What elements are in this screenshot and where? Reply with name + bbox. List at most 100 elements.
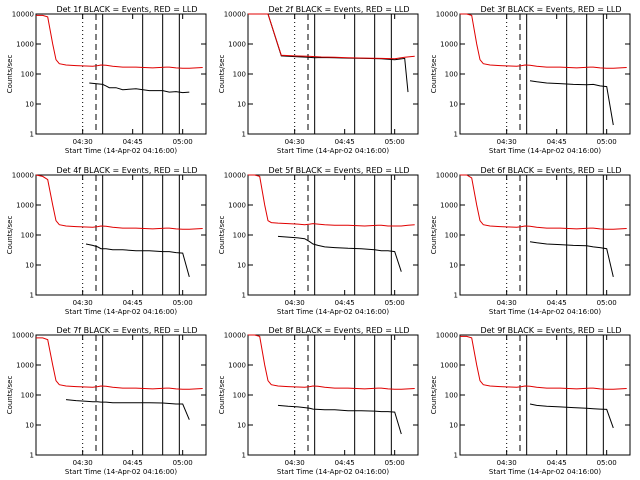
y-tick-label: 1	[30, 292, 34, 300]
series-events-line	[89, 82, 190, 94]
series-events-line	[65, 399, 190, 420]
panel-4: 1 10 100 1000 10000 04:30 04:45 05:00 Det 4f BLA…	[6, 166, 207, 316]
x-tick-label: 05:00	[597, 459, 617, 467]
y-tick-label: 1	[30, 131, 34, 139]
panel-5: 1 10 100 1000 10000 04:30 04:45 05:00 Det 5f BLA…	[218, 166, 419, 316]
panel-title: Det 6f BLACK = Events, RED = LLD	[480, 166, 621, 175]
series-events-line	[85, 243, 190, 278]
plot-frame	[35, 174, 207, 296]
y-tick-label: 1	[454, 292, 458, 300]
x-axis-title: Start Time (14-Apr-02 04:16:00)	[489, 308, 601, 316]
y-axis-title: Counts/sec	[6, 55, 14, 94]
y-tick-label: 100	[445, 392, 458, 400]
y-tick-label: 10	[449, 101, 458, 109]
y-axis-title: Counts/sec	[218, 376, 226, 415]
y-tick-label: 10	[25, 101, 34, 109]
panel-title: Det 4f BLACK = Events, RED = LLD	[56, 166, 197, 175]
panel-1: 1 10 100 1000 10000 04:30 04:45 05:00 Det 1f BLA…	[6, 5, 207, 155]
y-axis-title: Counts/sec	[218, 216, 226, 255]
series-lld-line	[36, 14, 203, 69]
y-axis-title: Counts/sec	[218, 55, 226, 94]
y-tick-label: 1	[454, 452, 458, 460]
plot-frame	[247, 334, 419, 456]
y-tick-label: 10	[237, 422, 246, 430]
series-events-line	[277, 235, 402, 272]
x-tick-label: 04:30	[497, 138, 517, 146]
x-tick-label: 05:00	[173, 299, 193, 307]
panel-title: Det 3f BLACK = Events, RED = LLD	[480, 5, 621, 14]
plot-frame	[459, 13, 631, 135]
series-lld-line	[248, 13, 415, 60]
y-tick-label: 1000	[228, 362, 246, 370]
panel-6: 1 10 100 1000 10000 04:30 04:45 05:00 Det 6f BLA…	[430, 166, 631, 316]
y-tick-label: 10000	[12, 332, 34, 340]
y-tick-label: 100	[445, 71, 458, 79]
x-tick-label: 04:45	[547, 299, 567, 307]
series-events-line	[529, 241, 614, 278]
y-tick-label: 1000	[440, 41, 458, 49]
y-tick-label: 1000	[228, 41, 246, 49]
x-tick-label: 04:45	[547, 138, 567, 146]
x-tick-label: 05:00	[597, 299, 617, 307]
panel-title: Det 2f BLACK = Events, RED = LLD	[268, 5, 409, 14]
x-tick-label: 04:30	[285, 299, 305, 307]
y-tick-label: 10000	[224, 172, 246, 180]
y-tick-label: 1000	[16, 362, 34, 370]
x-tick-label: 05:00	[173, 138, 193, 146]
series-events-line	[529, 80, 614, 126]
y-tick-label: 1000	[16, 202, 34, 210]
x-axis-title: Start Time (14-Apr-02 04:16:00)	[489, 468, 601, 476]
panel-2: 1 10 100 1000 10000 04:30 04:45 05:00 Det 2f BLA…	[218, 5, 419, 155]
plot-frame	[35, 13, 207, 135]
y-axis-title: Counts/sec	[6, 216, 14, 255]
y-tick-label: 1000	[440, 362, 458, 370]
y-tick-label: 1	[242, 292, 246, 300]
y-tick-label: 1	[242, 131, 246, 139]
y-tick-label: 10000	[12, 11, 34, 19]
x-tick-label: 05:00	[385, 299, 405, 307]
y-tick-label: 1000	[16, 41, 34, 49]
x-tick-label: 04:30	[497, 299, 517, 307]
y-axis-title: Counts/sec	[430, 216, 438, 255]
x-tick-label: 04:30	[73, 459, 93, 467]
y-tick-label: 10000	[224, 11, 246, 19]
y-tick-label: 100	[233, 71, 246, 79]
x-tick-label: 04:45	[335, 459, 355, 467]
y-tick-label: 10000	[224, 332, 246, 340]
panel-3: 1 10 100 1000 10000 04:30 04:45 05:00 Det 3f BLA…	[430, 5, 631, 155]
series-lld-line	[35, 174, 203, 230]
y-tick-label: 100	[445, 232, 458, 240]
y-tick-label: 1	[30, 452, 34, 460]
series-lld-line	[460, 174, 627, 230]
y-axis-title: Counts/sec	[430, 376, 438, 415]
y-tick-label: 10	[25, 262, 34, 270]
y-tick-label: 10000	[12, 172, 34, 180]
series-lld-line	[36, 337, 203, 390]
y-tick-label: 10000	[436, 11, 458, 19]
x-tick-label: 04:45	[335, 299, 355, 307]
y-tick-label: 100	[233, 392, 246, 400]
panel-title: Det 1f BLACK = Events, RED = LLD	[56, 5, 197, 14]
y-tick-label: 1	[454, 131, 458, 139]
plot-frame	[247, 174, 419, 296]
x-tick-label: 04:45	[547, 459, 567, 467]
x-tick-label: 04:30	[285, 138, 305, 146]
plot-frame	[459, 174, 631, 296]
y-axis-title: Counts/sec	[6, 376, 14, 415]
x-axis-title: Start Time (14-Apr-02 04:16:00)	[65, 308, 177, 316]
panel-title: Det 7f BLACK = Events, RED = LLD	[56, 326, 197, 335]
y-tick-label: 10	[237, 101, 246, 109]
y-tick-label: 10	[25, 422, 34, 430]
y-tick-label: 1000	[228, 202, 246, 210]
x-tick-label: 05:00	[597, 138, 617, 146]
x-tick-label: 04:30	[497, 459, 517, 467]
y-tick-label: 1	[242, 452, 246, 460]
x-axis-title: Start Time (14-Apr-02 04:16:00)	[65, 468, 177, 476]
series-lld-line	[248, 174, 415, 227]
x-tick-label: 04:30	[285, 459, 305, 467]
x-tick-label: 05:00	[385, 459, 405, 467]
panel-title: Det 5f BLACK = Events, RED = LLD	[268, 166, 409, 175]
series-events-line	[529, 403, 614, 429]
y-tick-label: 10000	[436, 172, 458, 180]
panel-8: 1 10 100 1000 10000 04:30 04:45 05:00 Det 8f BLA…	[218, 326, 419, 476]
